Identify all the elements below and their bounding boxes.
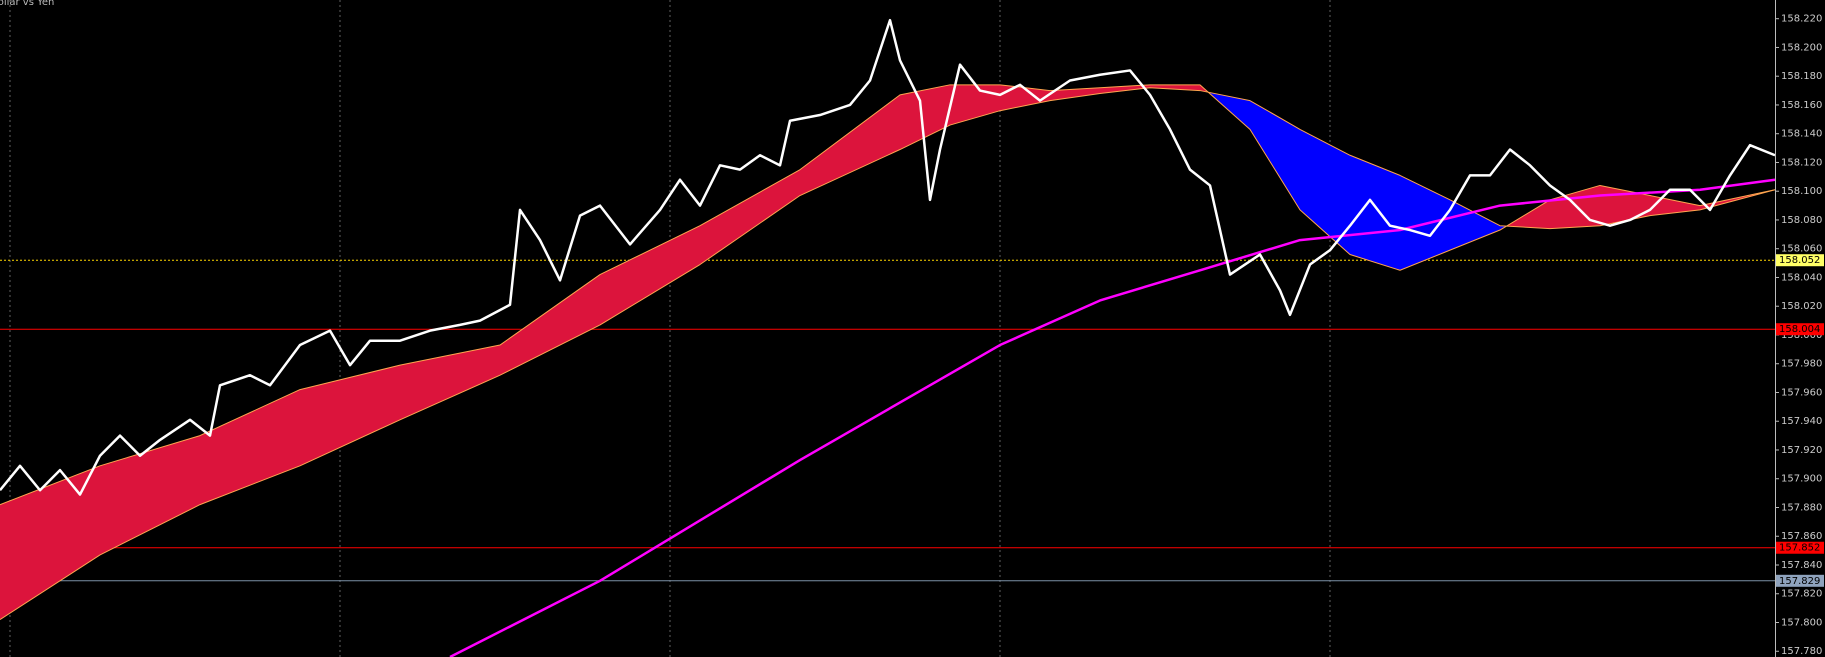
ma-cloud [500,274,600,376]
y-tick-label: 158.000 [1781,330,1822,341]
price-line [0,18,1776,496]
price-level-label: 158.004 [1779,324,1820,335]
ma-cloud [1506,199,1550,229]
price-level-label: 157.829 [1779,576,1820,587]
y-tick-label: 157.940 [1781,416,1822,427]
price-level-label: 158.052 [1779,255,1820,266]
y-tick-label: 158.220 [1781,14,1822,25]
y-tick-label: 158.060 [1781,244,1822,255]
y-tick-label: 157.880 [1781,502,1822,513]
ma-cloud [1650,195,1700,216]
ma-cloud [1250,100,1300,210]
ma-cloud [200,389,300,505]
long-ma [449,178,1776,657]
y-tick-label: 158.200 [1781,42,1822,53]
y-tick-label: 157.800 [1781,617,1822,628]
y-tick-label: 158.140 [1781,129,1822,140]
y-tick-label: 158.080 [1781,215,1822,226]
slow-ma [0,87,1776,621]
y-tick-label: 158.040 [1781,272,1822,283]
ma-cloud [0,465,100,620]
y-tick-label: 157.980 [1781,359,1822,370]
y-tick-label: 157.840 [1781,560,1822,571]
y-tick-label: 157.920 [1781,445,1822,456]
ma-cloud [900,84,950,150]
ma-cloud [300,365,400,466]
y-tick-label: 158.180 [1781,71,1822,82]
y-tick-label: 157.900 [1781,474,1822,485]
y-tick-label: 158.100 [1781,186,1822,197]
price-level-box [1776,541,1824,554]
ma-cloud [1450,199,1500,251]
price-level-box [1776,254,1824,267]
ma-cloud [1150,84,1200,91]
ma-cloud [700,169,800,265]
price-level-label: 157.852 [1779,543,1820,554]
ma-cloud [400,345,500,420]
y-tick-label: 157.860 [1781,531,1822,542]
y-tick-label: 158.160 [1781,100,1822,111]
ma-cloud [1050,87,1100,101]
price-level-box [1776,323,1824,336]
chart-title: Dollar vs Yen [0,0,54,8]
y-tick-label: 157.960 [1781,387,1822,398]
fast-ma [0,84,1776,506]
ma-cloud [1300,129,1350,255]
y-tick-label: 157.820 [1781,589,1822,600]
ma-cloud [1000,84,1050,111]
price-level-box [1776,574,1824,587]
ma-cloud [950,84,1000,126]
ma-cloud [600,225,700,325]
y-tick-label: 158.120 [1781,157,1822,168]
y-tick-label: 157.780 [1781,646,1822,657]
ma-cloud [800,94,900,196]
y-tick-label: 158.020 [1781,301,1822,312]
ma-cloud [100,435,200,555]
ma-cloud [1350,155,1400,271]
